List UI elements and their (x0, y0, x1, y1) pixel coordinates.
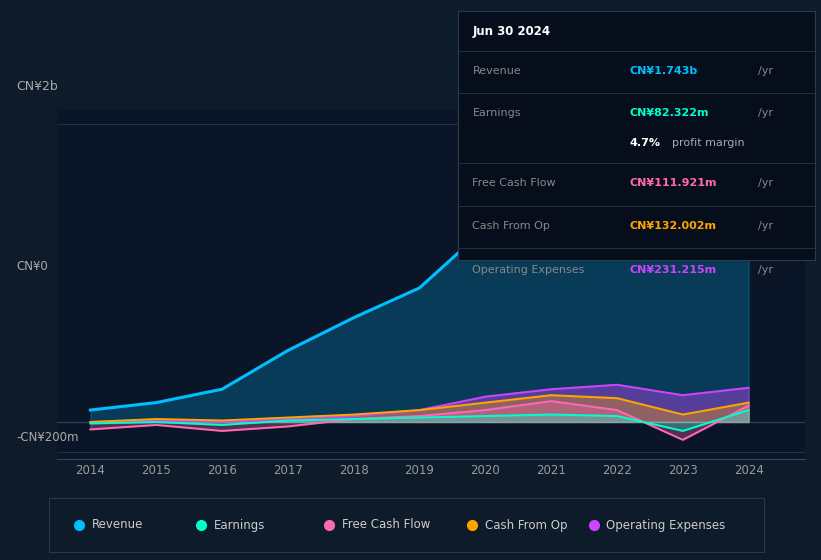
Text: /yr: /yr (758, 109, 773, 118)
Text: CN¥111.921m: CN¥111.921m (630, 178, 717, 188)
Text: CN¥0: CN¥0 (16, 260, 48, 273)
Text: /yr: /yr (758, 265, 773, 276)
Text: /yr: /yr (758, 66, 773, 76)
Text: Earnings: Earnings (213, 519, 265, 531)
Text: CN¥231.215m: CN¥231.215m (630, 265, 717, 276)
Text: Operating Expenses: Operating Expenses (472, 265, 585, 276)
Text: Free Cash Flow: Free Cash Flow (342, 519, 430, 531)
Text: Revenue: Revenue (92, 519, 144, 531)
Text: CN¥1.743b: CN¥1.743b (630, 66, 698, 76)
Text: Operating Expenses: Operating Expenses (607, 519, 726, 531)
Text: Revenue: Revenue (472, 66, 521, 76)
Text: -CN¥200m: -CN¥200m (16, 431, 79, 444)
Text: Cash From Op: Cash From Op (485, 519, 567, 531)
Text: CN¥132.002m: CN¥132.002m (630, 221, 717, 231)
Text: CN¥82.322m: CN¥82.322m (630, 109, 709, 118)
Text: /yr: /yr (758, 221, 773, 231)
Text: 4.7%: 4.7% (630, 138, 661, 148)
Text: Cash From Op: Cash From Op (472, 221, 550, 231)
Text: Free Cash Flow: Free Cash Flow (472, 178, 556, 188)
Text: Jun 30 2024: Jun 30 2024 (472, 25, 551, 38)
Text: Earnings: Earnings (472, 109, 521, 118)
Text: profit margin: profit margin (672, 138, 745, 148)
Text: /yr: /yr (758, 178, 773, 188)
Text: CN¥2b: CN¥2b (16, 80, 58, 92)
